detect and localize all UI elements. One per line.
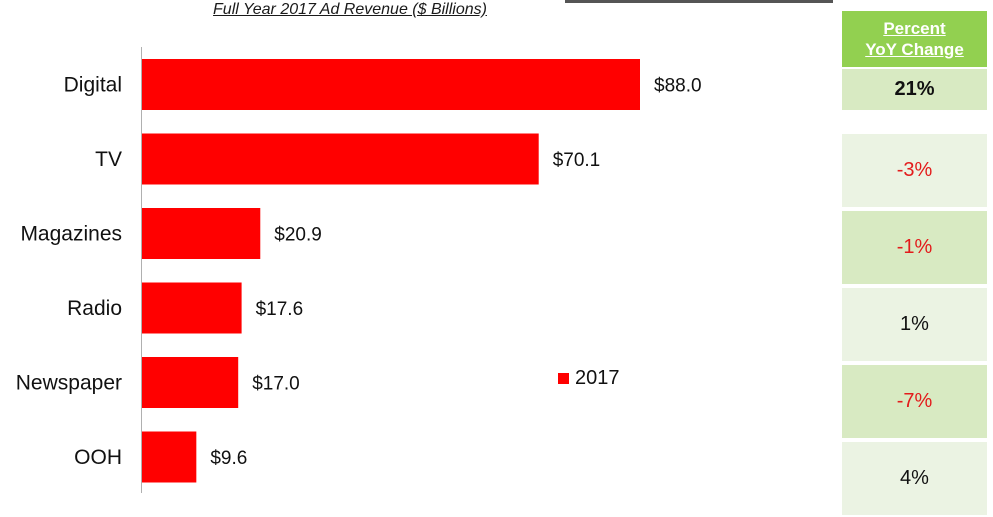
- bar-magazines: [142, 208, 261, 259]
- bar-tv: [142, 133, 539, 185]
- category-label-digital: Digital: [64, 74, 122, 97]
- data-label-ooh: $9.6: [210, 448, 247, 469]
- data-label-tv: $70.1: [553, 150, 601, 171]
- bar-chart: Digital $88.0 TV $70.1 Magazines $20.9 Radio $1…: [16, 47, 702, 493]
- data-label-digital: $88.0: [654, 76, 702, 97]
- data-label-radio: $17.6: [256, 299, 304, 320]
- legend-swatch-2017: [558, 373, 569, 384]
- yoy-cell: 21%: [842, 69, 987, 112]
- data-label-magazines: $20.9: [274, 225, 322, 246]
- bar-radio: [142, 282, 242, 334]
- category-label-tv: TV: [95, 148, 122, 171]
- category-label-radio: Radio: [67, 297, 122, 320]
- category-label-newspaper: Newspaper: [16, 372, 122, 395]
- yoy-header: Percent YoY Change: [842, 11, 987, 67]
- bar-digital: [142, 59, 640, 110]
- category-label-magazines: Magazines: [20, 223, 122, 246]
- bar-ooh: [142, 431, 197, 483]
- yoy-cell: -7%: [842, 365, 987, 440]
- top-divider: [565, 0, 833, 3]
- yoy-cell: 4%: [842, 442, 987, 517]
- yoy-header-line-1: Percent: [883, 19, 946, 38]
- yoy-cell: 1%: [842, 288, 987, 363]
- yoy-header-line-2: YoY Change: [865, 40, 964, 59]
- chart-title: Full Year 2017 Ad Revenue ($ Billions): [213, 1, 487, 18]
- chart-legend: 2017: [558, 367, 620, 390]
- data-label-newspaper: $17.0: [252, 374, 300, 395]
- bar-newspaper: [142, 357, 239, 408]
- legend-label-2017: 2017: [575, 367, 620, 389]
- yoy-cell: -1%: [842, 211, 987, 286]
- yoy-cell: -3%: [842, 134, 987, 209]
- category-label-ooh: OOH: [74, 446, 122, 469]
